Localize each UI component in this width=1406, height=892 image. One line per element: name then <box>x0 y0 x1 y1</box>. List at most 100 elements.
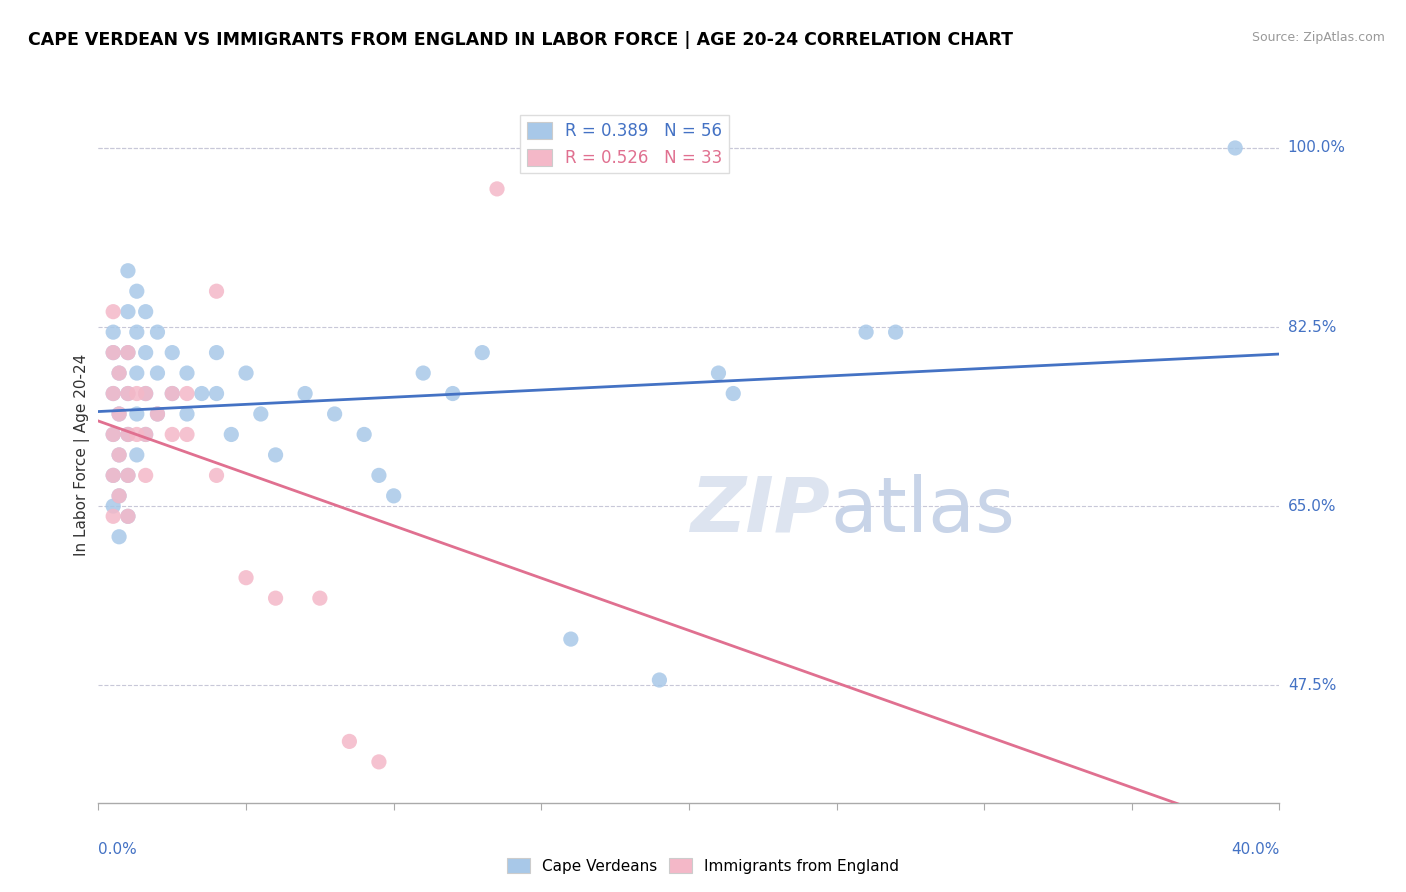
Point <box>323 407 346 421</box>
Point <box>125 366 148 380</box>
Point <box>205 386 228 401</box>
Point <box>368 755 391 769</box>
Point <box>117 509 139 524</box>
Legend: Cape Verdeans, Immigrants from England: Cape Verdeans, Immigrants from England <box>501 852 905 880</box>
Point <box>250 407 273 421</box>
Point <box>117 304 139 318</box>
Point <box>176 366 198 380</box>
Point <box>117 345 139 359</box>
Point <box>135 386 157 401</box>
Point <box>135 468 157 483</box>
Point <box>125 386 148 401</box>
Point <box>108 448 131 462</box>
Point <box>162 386 183 401</box>
Point <box>135 386 157 401</box>
Legend: R = 0.389   N = 56, R = 0.526   N = 33: R = 0.389 N = 56, R = 0.526 N = 33 <box>520 115 730 173</box>
Point <box>855 325 877 339</box>
Point <box>146 325 169 339</box>
Point <box>264 448 287 462</box>
Point <box>125 448 148 462</box>
Point <box>135 427 157 442</box>
Point <box>108 489 131 503</box>
Point <box>103 386 125 401</box>
Text: 0.0%: 0.0% <box>98 842 138 856</box>
Point <box>294 386 316 401</box>
Point <box>103 325 125 339</box>
Point <box>117 427 139 442</box>
Point <box>103 468 125 483</box>
Point <box>103 345 125 359</box>
Point <box>108 366 131 380</box>
Point <box>103 427 125 442</box>
Point <box>108 530 131 544</box>
Point <box>176 427 198 442</box>
Point <box>103 386 125 401</box>
Point <box>235 571 257 585</box>
Point <box>648 673 671 687</box>
Point <box>117 427 139 442</box>
Point <box>353 427 375 442</box>
Text: 82.5%: 82.5% <box>1288 319 1336 334</box>
Point <box>337 734 360 748</box>
Point <box>162 345 183 359</box>
Point <box>884 325 907 339</box>
Point <box>471 345 494 359</box>
Text: atlas: atlas <box>831 474 1015 548</box>
Point <box>125 284 148 298</box>
Point <box>103 304 125 318</box>
Point <box>117 509 139 524</box>
Point <box>135 304 157 318</box>
Text: ZIP: ZIP <box>690 474 831 548</box>
Point <box>382 489 405 503</box>
Point <box>205 284 228 298</box>
Point <box>205 468 228 483</box>
Point <box>135 345 157 359</box>
Point <box>146 366 169 380</box>
Text: Source: ZipAtlas.com: Source: ZipAtlas.com <box>1251 31 1385 45</box>
Point <box>191 386 214 401</box>
Point <box>205 345 228 359</box>
Point <box>125 325 148 339</box>
Point <box>146 407 169 421</box>
Point <box>1223 141 1246 155</box>
Point <box>103 427 125 442</box>
Point <box>117 264 139 278</box>
Point <box>176 386 198 401</box>
Text: 47.5%: 47.5% <box>1288 678 1336 692</box>
Point <box>235 366 257 380</box>
Text: 65.0%: 65.0% <box>1288 499 1336 514</box>
Point <box>117 468 139 483</box>
Point <box>103 345 125 359</box>
Point <box>219 427 242 442</box>
Point <box>707 366 730 380</box>
Point <box>135 427 157 442</box>
Point <box>117 386 139 401</box>
Point <box>162 427 183 442</box>
Point <box>560 632 582 646</box>
Point <box>486 182 509 196</box>
Point <box>176 407 198 421</box>
Text: 100.0%: 100.0% <box>1288 140 1346 155</box>
Point <box>117 468 139 483</box>
Y-axis label: In Labor Force | Age 20-24: In Labor Force | Age 20-24 <box>75 354 90 556</box>
Point <box>108 407 131 421</box>
Point <box>103 499 125 513</box>
Point <box>441 386 464 401</box>
Point <box>368 468 391 483</box>
Point <box>108 489 131 503</box>
Text: CAPE VERDEAN VS IMMIGRANTS FROM ENGLAND IN LABOR FORCE | AGE 20-24 CORRELATION C: CAPE VERDEAN VS IMMIGRANTS FROM ENGLAND … <box>28 31 1014 49</box>
Point <box>412 366 434 380</box>
Point <box>721 386 744 401</box>
Point <box>108 366 131 380</box>
Point <box>108 448 131 462</box>
Text: 40.0%: 40.0% <box>1232 842 1279 856</box>
Point <box>162 386 183 401</box>
Point <box>117 345 139 359</box>
Point <box>103 468 125 483</box>
Point <box>108 407 131 421</box>
Point <box>264 591 287 606</box>
Point <box>103 509 125 524</box>
Point <box>146 407 169 421</box>
Point <box>309 591 332 606</box>
Point <box>117 386 139 401</box>
